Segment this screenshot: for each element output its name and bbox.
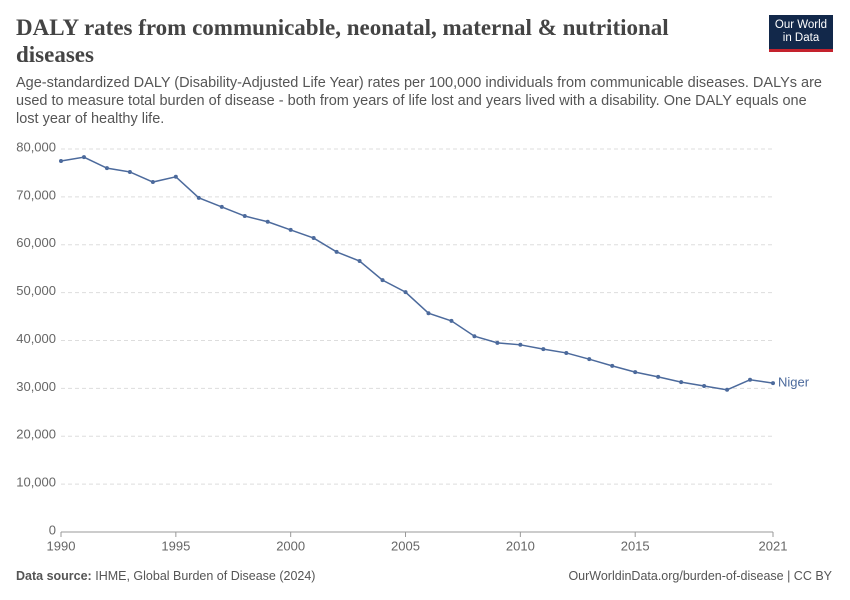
- data-point: [702, 383, 707, 388]
- x-tick-label: 2021: [759, 538, 788, 553]
- y-tick-label: 0: [49, 522, 56, 537]
- data-point: [748, 377, 753, 382]
- data-point: [219, 204, 224, 209]
- data-point: [541, 347, 546, 352]
- data-point: [679, 380, 684, 385]
- source-text: IHME, Global Burden of Disease (2024): [95, 569, 316, 583]
- source: Data source: IHME, Global Burden of Dise…: [16, 569, 315, 583]
- data-point: [196, 195, 201, 200]
- y-tick-label: 80,000: [16, 139, 56, 154]
- data-point: [771, 381, 775, 386]
- data-point: [633, 370, 638, 375]
- logo-line: Our World: [774, 19, 828, 31]
- x-tick-label: 1990: [47, 538, 76, 553]
- data-point: [173, 174, 178, 179]
- data-point: [81, 155, 86, 160]
- y-tick-label: 40,000: [16, 331, 56, 346]
- url[interactable]: OurWorldinData.org/burden-of-disease | C…: [568, 569, 832, 583]
- data-point: [656, 374, 661, 379]
- y-tick-label: 50,000: [16, 283, 56, 298]
- x-tick-label: 2005: [391, 538, 420, 553]
- data-point: [610, 363, 615, 368]
- data-point: [311, 236, 316, 241]
- y-tick-label: 60,000: [16, 235, 56, 250]
- chart-subtitle: Age-standardized DALY (Disability-Adjust…: [16, 75, 822, 127]
- data-point: [265, 219, 270, 224]
- data-point: [426, 311, 431, 316]
- data-point: [472, 334, 477, 339]
- x-tick-label: 2015: [621, 538, 650, 553]
- x-tick-label: 2000: [276, 538, 305, 553]
- data-point: [334, 249, 339, 254]
- data-point: [150, 180, 155, 185]
- data-point: [725, 387, 730, 392]
- x-tick-label: 2010: [506, 538, 535, 553]
- data-point: [449, 318, 454, 323]
- data-point: [518, 342, 523, 347]
- chart-title: DALY rates from communicable, neonatal, …: [16, 15, 669, 67]
- data-point: [242, 214, 247, 219]
- data-point: [127, 169, 132, 174]
- y-tick-label: 20,000: [16, 427, 56, 442]
- x-tick-label: 1995: [161, 538, 190, 553]
- series-label[interactable]: Niger: [778, 375, 810, 390]
- y-tick-label: 70,000: [16, 187, 56, 202]
- data-point: [104, 166, 109, 171]
- logo-line: in Data: [782, 32, 820, 44]
- data-point: [380, 278, 385, 283]
- data-point: [587, 357, 592, 362]
- source-label: Data source:: [16, 569, 92, 583]
- y-tick-label: 10,000: [16, 475, 56, 490]
- data-point: [403, 290, 408, 295]
- logo[interactable]: Our World in Data: [769, 15, 833, 52]
- data-point: [288, 227, 293, 232]
- y-tick-label: 30,000: [16, 379, 56, 394]
- data-point: [564, 350, 569, 355]
- data-point: [59, 158, 63, 163]
- series-line: [60, 156, 774, 391]
- data-point: [495, 340, 500, 345]
- data-point: [357, 259, 362, 264]
